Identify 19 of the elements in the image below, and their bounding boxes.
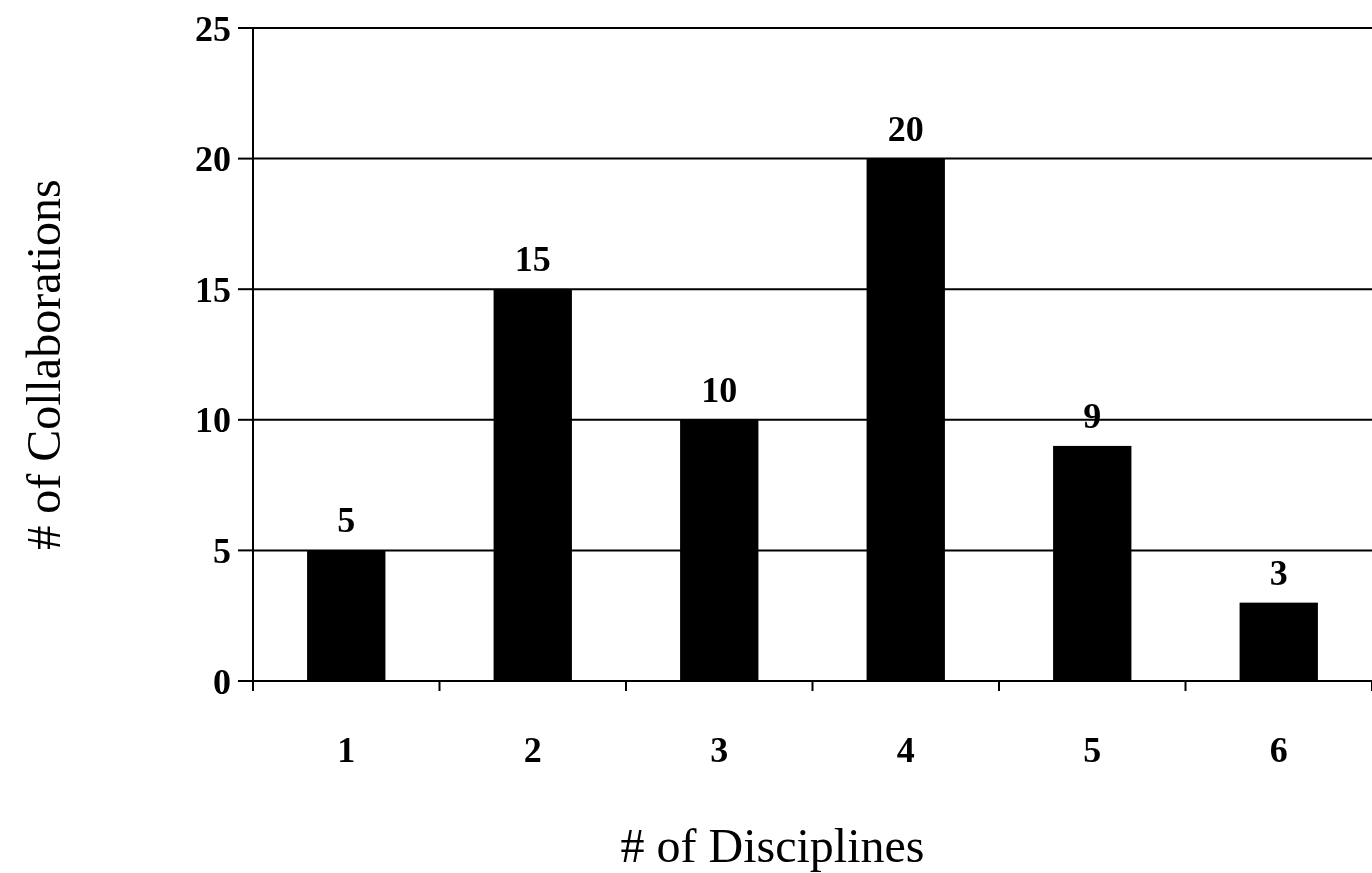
x-tick-label: 5 xyxy=(1083,730,1102,770)
x-tick-label: 3 xyxy=(710,730,729,770)
y-tick-label: 10 xyxy=(195,400,231,441)
y-tick-label: 20 xyxy=(195,139,231,180)
data-label: 10 xyxy=(701,369,738,410)
data-label: 3 xyxy=(1269,552,1288,593)
x-axis-title: # of Disciplines xyxy=(620,819,925,872)
x-tick-label: 6 xyxy=(1269,730,1288,770)
y-tick-label: 0 xyxy=(213,661,231,702)
data-label: 5 xyxy=(337,500,356,541)
y-tick-label: 5 xyxy=(213,531,231,571)
y-tick-label: 25 xyxy=(195,8,231,49)
x-tick-label: 1 xyxy=(337,730,356,770)
x-tick-label: 4 xyxy=(896,730,915,770)
data-label: 20 xyxy=(887,108,924,149)
y-axis-title: # of Collaborations xyxy=(17,179,70,550)
y-tick-label: 15 xyxy=(195,269,231,310)
data-label: 15 xyxy=(514,239,551,280)
x-tick-label: 2 xyxy=(523,730,542,770)
